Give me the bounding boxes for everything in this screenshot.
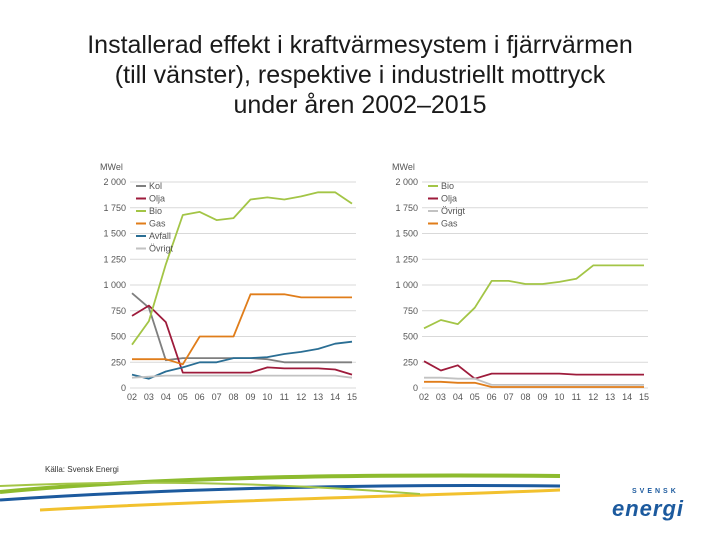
y-tick-label: 1 000 (395, 280, 418, 290)
y-tick-label: 2 000 (103, 177, 126, 187)
legend-label-kol: Kol (149, 181, 162, 191)
x-tick-label: 14 (330, 392, 340, 402)
x-tick-label: 11 (572, 392, 581, 402)
series-line-olja (131, 304, 353, 376)
chart-industrial-backpressure: 0 250 500 750 1 000 1 250 1 500 1 750 2 000 MWel 0… (392, 162, 649, 402)
title-line-2: (till vänster), respektive i industriell… (114, 61, 606, 89)
chart-district-heating: 0 250 500 750 1 000 1 250 1 500 1 750 2 000 MWel 0… (100, 162, 357, 402)
y-tick-label: 1 750 (395, 203, 418, 213)
legend-label-gas: Gas (441, 219, 458, 229)
x-tick-label: 03 (436, 392, 446, 402)
y-tick-label: 500 (403, 332, 418, 342)
y-tick-label: 250 (403, 357, 418, 367)
x-tick-label: 10 (262, 392, 272, 402)
page-title: Installerad effekt i kraftvärmesystem i … (40, 30, 680, 120)
series-line-kol (131, 292, 352, 364)
series-line-gas (132, 293, 352, 366)
x-tick-label: 15 (347, 392, 357, 402)
y-tick-label: 250 (111, 357, 126, 367)
x-tick-label: 08 (229, 392, 239, 402)
x-tick-label: 11 (280, 392, 289, 402)
x-tick-label: 07 (212, 392, 222, 402)
y-tick-label: 1 000 (103, 280, 126, 290)
source-note: Källa: Svensk Energi (45, 465, 119, 474)
swoosh-green (0, 473, 561, 494)
series-line-ovrigt (424, 376, 644, 386)
y-tick-label: 2 000 (395, 177, 418, 187)
x-tick-label: 04 (161, 392, 171, 402)
swoosh-green-2 (0, 481, 421, 495)
y-axis-label: MWel (392, 162, 415, 172)
legend-label-ovrigt: Övrigt (441, 206, 466, 216)
series-line-ovrigt (131, 374, 353, 379)
legend-label-bio: Bio (149, 206, 162, 216)
title-line-1: Installerad effekt i kraftvärmesystem i … (87, 31, 633, 59)
title-line-3: under åren 2002–2015 (233, 91, 487, 119)
x-tick-label: 04 (453, 392, 463, 402)
y-tick-label: 500 (111, 332, 126, 342)
x-tick-label: 03 (144, 392, 154, 402)
y-tick-label: 1 250 (395, 254, 418, 264)
x-tick-label: 09 (245, 392, 255, 402)
legend-label-avfall: Avfall (149, 231, 171, 241)
x-tick-label: 07 (504, 392, 514, 402)
x-tick-label: 05 (178, 392, 188, 402)
series-line-bio (423, 264, 644, 330)
series-line-olja (423, 360, 644, 380)
x-tick-label: 05 (470, 392, 480, 402)
x-tick-label: 13 (313, 392, 323, 402)
y-axis-label: MWel (100, 162, 123, 172)
series-line-avfall (131, 340, 353, 380)
x-tick-label: 14 (622, 392, 632, 402)
x-tick-label: 06 (487, 392, 497, 402)
x-tick-label: 02 (419, 392, 429, 402)
swoosh-blue (0, 484, 561, 502)
y-tick-label: 1 250 (103, 254, 126, 264)
y-tick-label: 1 500 (395, 229, 418, 239)
y-tick-label: 1 500 (103, 229, 126, 239)
y-tick-label: 750 (111, 306, 126, 316)
decorative-swoosh (0, 473, 561, 512)
swoosh-yellow (39, 488, 561, 512)
x-tick-label: 10 (554, 392, 564, 402)
y-tick-label: 0 (413, 383, 418, 393)
x-tick-label: 06 (195, 392, 205, 402)
x-tick-label: 02 (127, 392, 137, 402)
logo-main-text: energi (612, 496, 685, 521)
y-tick-label: 1 750 (103, 203, 126, 213)
series-line-gas (424, 380, 644, 388)
legend-label-olja: Olja (441, 194, 457, 204)
x-tick-label: 09 (537, 392, 547, 402)
x-tick-label: 12 (588, 392, 598, 402)
logo-small-text: SVENSK (632, 488, 679, 495)
series-line-bio (131, 191, 353, 346)
legend-label-gas: Gas (149, 219, 166, 229)
x-tick-label: 08 (521, 392, 531, 402)
legend-label-olja: Olja (149, 194, 165, 204)
legend-label-bio: Bio (441, 181, 454, 191)
y-tick-label: 0 (121, 383, 126, 393)
x-tick-label: 13 (605, 392, 615, 402)
x-tick-label: 15 (639, 392, 649, 402)
x-tick-label: 12 (296, 392, 306, 402)
legend-label-ovrigt: Övrigt (149, 244, 174, 254)
y-tick-label: 750 (403, 306, 418, 316)
